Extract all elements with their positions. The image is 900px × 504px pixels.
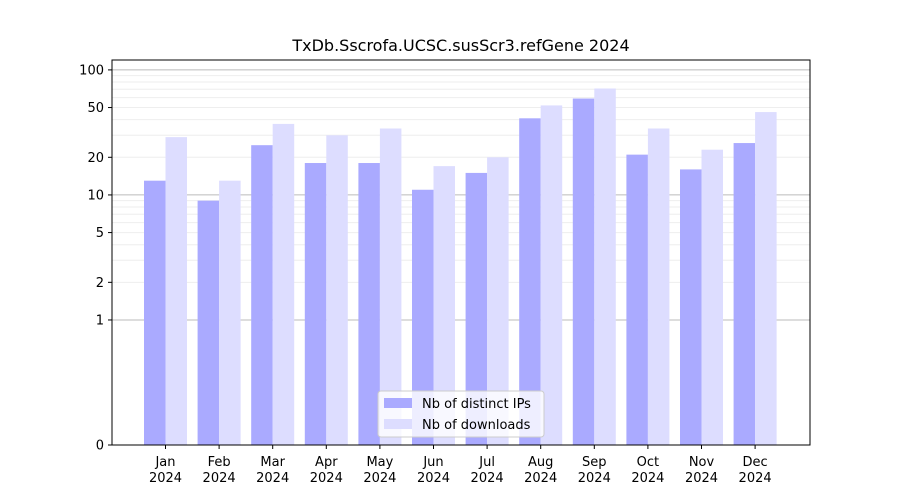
- bar-distinct-ips: [144, 180, 166, 445]
- bar-distinct-ips: [680, 169, 702, 445]
- legend-box: [377, 390, 545, 438]
- bar-distinct-ips: [251, 145, 273, 445]
- x-tick-label: Mar 2024: [256, 455, 289, 486]
- x-tick-label: Apr 2024: [310, 455, 343, 486]
- bar-downloads: [379, 128, 402, 445]
- bar-distinct-ips: [465, 172, 488, 445]
- axes: 0 1 2 5 10 20 50 100 Jan 2024 Feb 2024 Mar 2024 Apr 202…: [79, 59, 811, 486]
- x-tick-label: Jul 2024: [471, 455, 504, 486]
- legend: Nb of distinct IPs Nb of downloads: [377, 390, 545, 438]
- bar-distinct-ips: [304, 163, 327, 445]
- x-tick-label: Sep 2024: [578, 455, 611, 486]
- bar-downloads: [272, 123, 295, 445]
- bar-downloads: [540, 105, 563, 446]
- x-tick-label: Aug 2024: [524, 455, 557, 486]
- y-tick-label: 1: [96, 313, 104, 328]
- bar-distinct-ips: [733, 143, 756, 445]
- bar-downloads: [219, 180, 241, 445]
- bars: [144, 88, 777, 446]
- x-tick-label: May 2024: [363, 455, 396, 486]
- legend-swatch: [384, 419, 412, 429]
- bar-distinct-ips: [358, 163, 380, 445]
- bar-distinct-ips: [197, 200, 220, 445]
- y-tick-label: 20: [87, 151, 104, 166]
- x-tick-label: Nov 2024: [685, 455, 718, 486]
- x-tick-label: Feb 2024: [203, 455, 236, 486]
- bar-distinct-ips: [412, 189, 434, 445]
- bar-distinct-ips: [519, 118, 541, 445]
- bar-downloads: [594, 88, 616, 446]
- x-tick-label: Oct 2024: [631, 455, 664, 486]
- y-tick-label: 100: [79, 63, 104, 78]
- bar-downloads: [755, 112, 777, 445]
- y-tick-label: 50: [87, 101, 104, 116]
- bar-distinct-ips: [572, 98, 595, 446]
- bar-downloads: [701, 149, 723, 446]
- y-tick-label: 5: [96, 226, 104, 241]
- bar-downloads: [487, 157, 509, 445]
- y-tick-label: 10: [87, 188, 104, 203]
- bar-downloads: [433, 166, 455, 445]
- bar-downloads: [326, 135, 348, 445]
- bar-downloads: [647, 128, 670, 445]
- x-tick-label: Dec 2024: [739, 455, 772, 486]
- y-tick-label: 0: [96, 439, 104, 454]
- x-tick-label: Jun 2024: [417, 455, 450, 486]
- chart-title: TxDb.Sscrofa.UCSC.susScr3.refGene 2024: [291, 36, 629, 55]
- y-tick-label: 2: [96, 276, 104, 291]
- plot-frame: [111, 59, 811, 446]
- legend-label: Nb of distinct IPs: [422, 397, 531, 412]
- bar-downloads: [165, 137, 187, 445]
- x-tick-label: Jan 2024: [149, 455, 182, 486]
- legend-swatch: [384, 398, 412, 408]
- bar-distinct-ips: [626, 154, 648, 446]
- legend-label: Nb of downloads: [422, 418, 531, 433]
